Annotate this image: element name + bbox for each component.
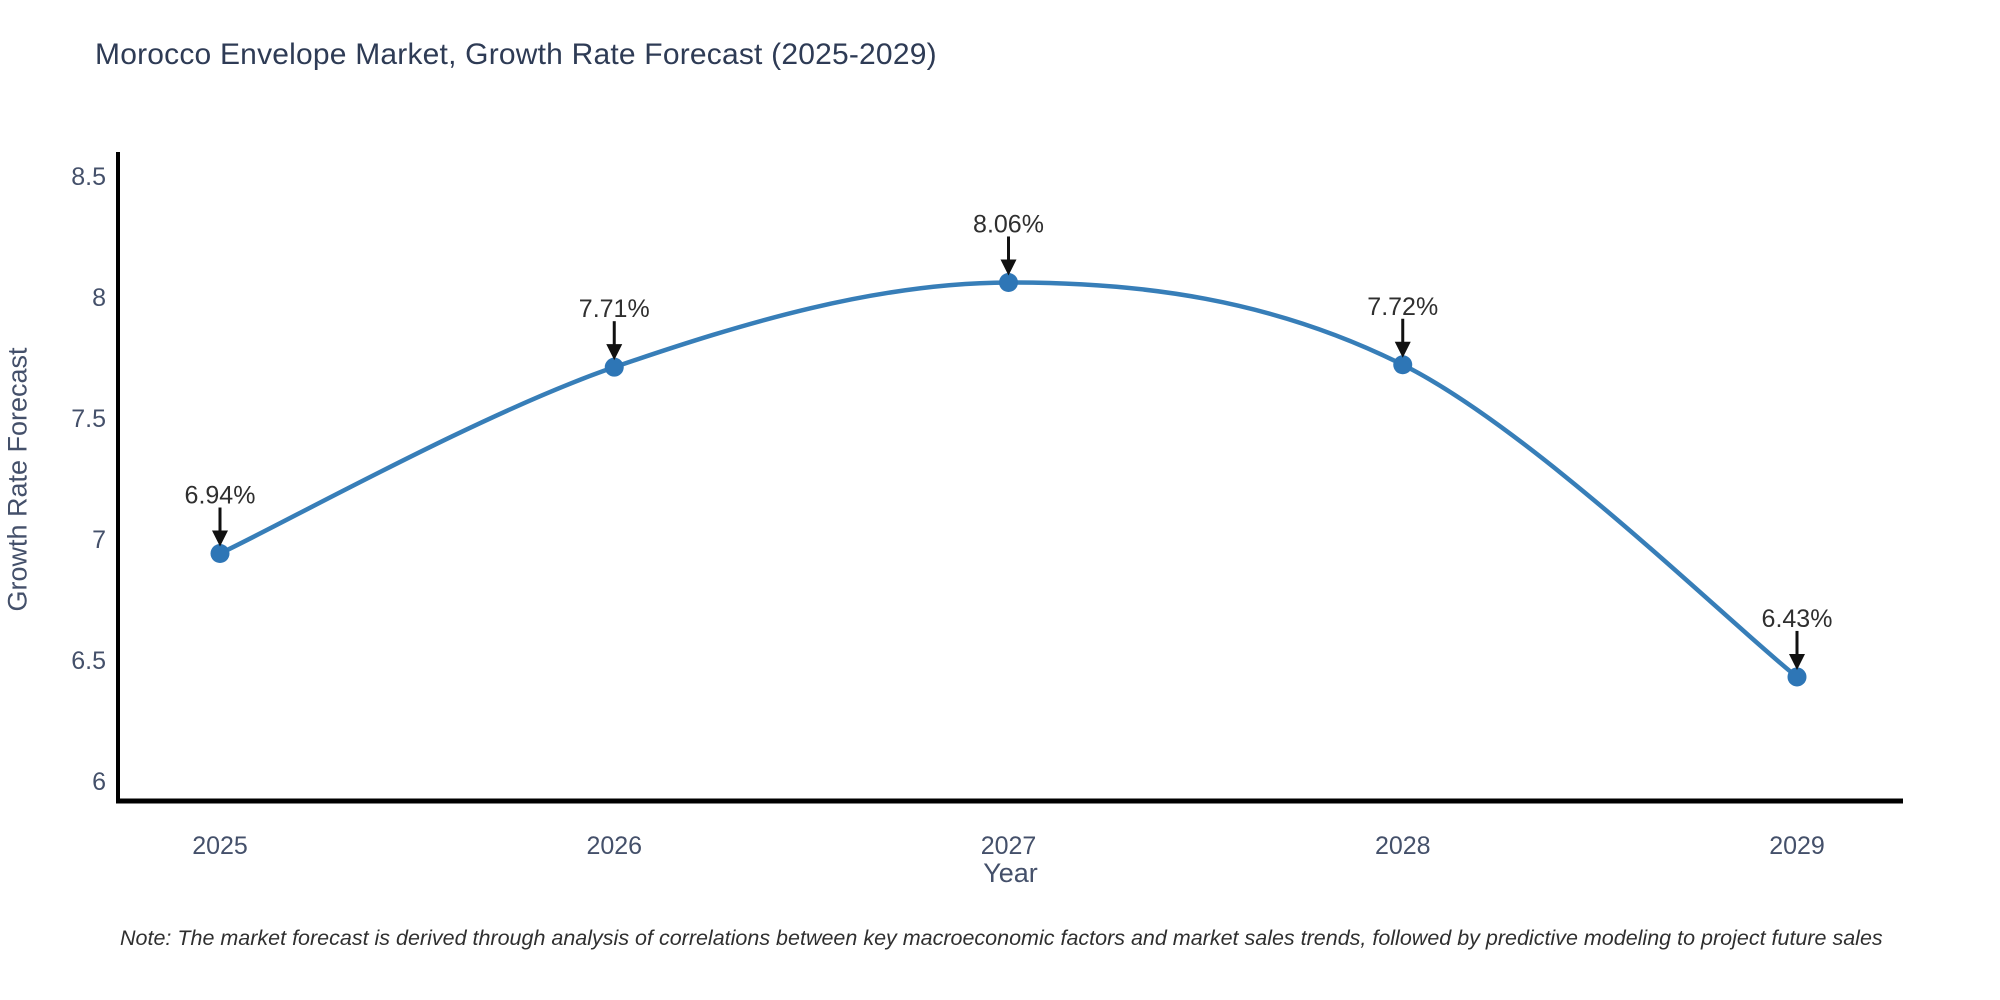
series-line [217,280,1800,680]
x-tick-label: 2029 [1769,832,1825,860]
annotation-arrowhead [1394,341,1411,358]
x-tick-label: 2026 [586,832,642,860]
x-tick-label: 2025 [192,832,248,860]
x-tick-label: 2027 [981,832,1037,860]
data-point-2029[interactable] [1787,667,1807,687]
footnote: Note: The market forecast is derived thr… [120,926,1883,950]
point-value-label: 7.72% [1367,293,1438,321]
point-value-label: 7.71% [579,295,650,323]
y-tick-label: 7 [92,526,106,554]
x-tick-label: 2028 [1375,832,1431,860]
point-value-label: 6.43% [1762,605,1833,633]
y-tick-label: 8.5 [71,163,106,191]
annotation-arrowhead [606,344,623,361]
y-tick-label: 6.5 [71,647,106,675]
annotation-arrowhead [212,530,228,547]
data-point-2027[interactable] [999,272,1018,292]
data-point-2028[interactable] [1393,355,1413,375]
x-axis-title: Year [983,858,1038,888]
point-value-label: 6.94% [185,482,256,510]
annotation-arrowhead [1000,259,1017,276]
point-value-label: 8.06% [973,210,1044,238]
y-tick-label: 7.5 [71,405,106,433]
y-tick-label: 6 [92,768,106,796]
annotation-arrowhead [1789,653,1805,670]
data-point-2026[interactable] [604,357,624,377]
data-point-2025[interactable] [210,544,230,564]
chart-title: Morocco Envelope Market, Growth Rate For… [95,38,937,71]
y-tick-label: 8 [92,284,106,312]
